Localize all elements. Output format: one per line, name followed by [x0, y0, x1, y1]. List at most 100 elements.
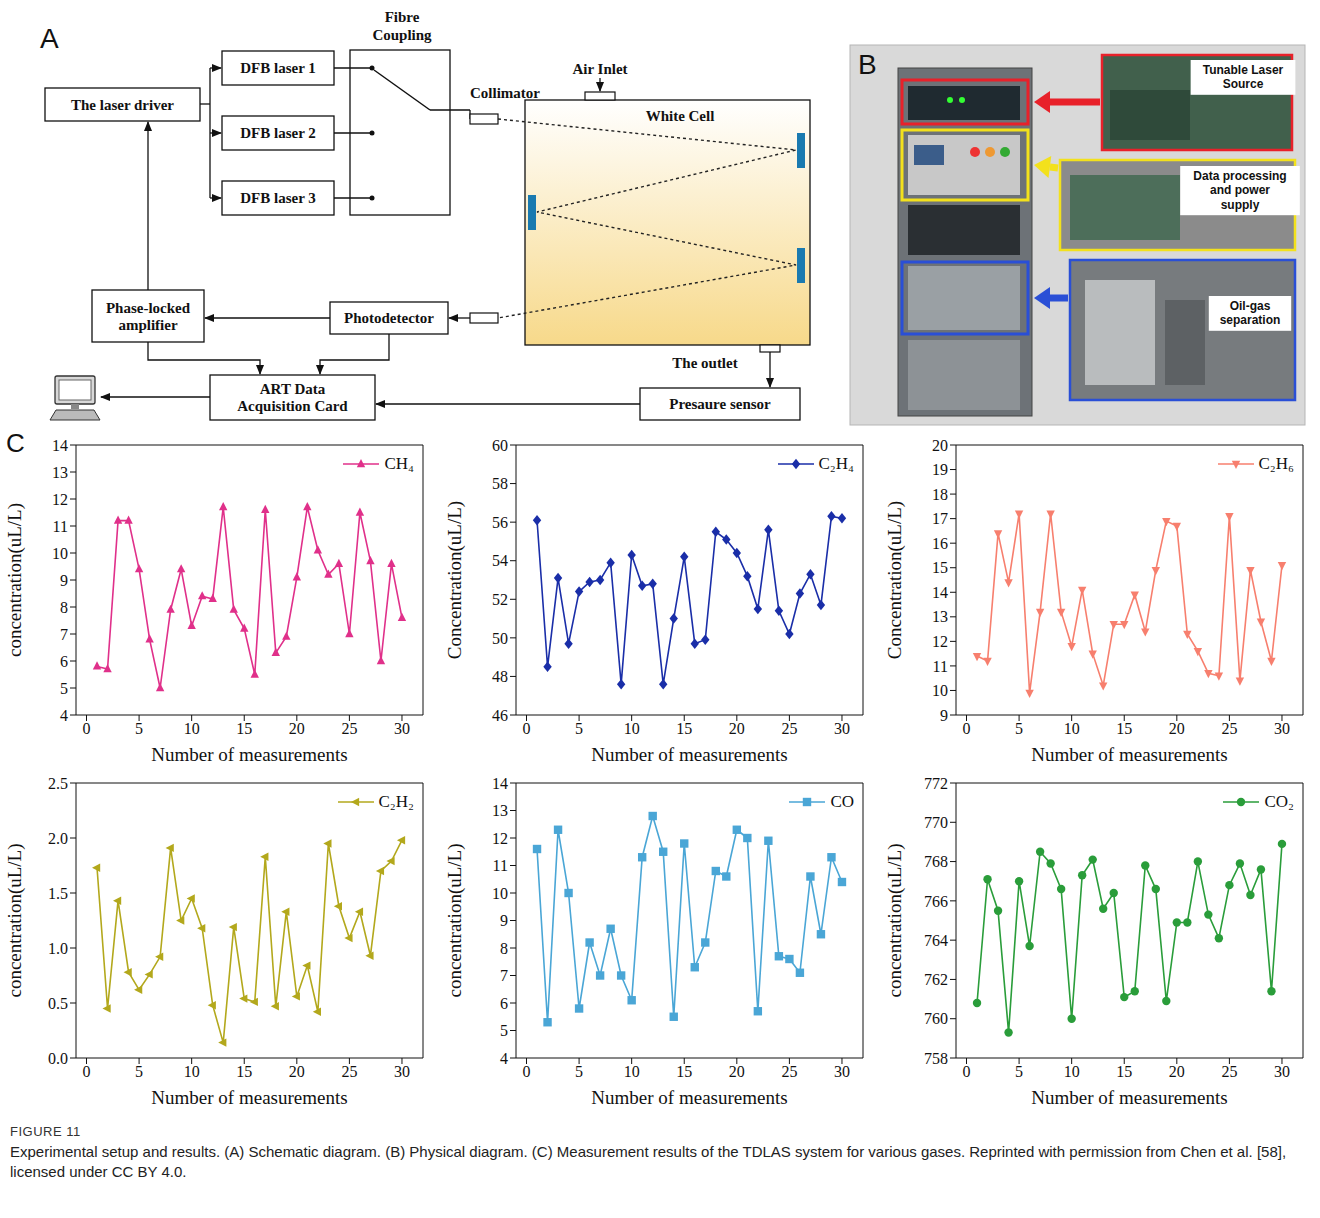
svg-text:0.0: 0.0	[48, 1050, 68, 1067]
svg-text:12: 12	[52, 491, 68, 508]
svg-text:Number of measurements: Number of measurements	[1031, 1087, 1227, 1108]
svg-text:11: 11	[493, 857, 508, 874]
svg-text:6: 6	[60, 653, 68, 670]
svg-text:19: 19	[932, 461, 948, 478]
svg-text:5: 5	[500, 1022, 508, 1039]
svg-text:DFB laser 1: DFB laser 1	[240, 60, 316, 76]
svg-text:15: 15	[236, 720, 252, 737]
svg-text:4: 4	[500, 1050, 508, 1067]
svg-text:16: 16	[932, 535, 948, 552]
svg-text:A: A	[40, 23, 59, 54]
svg-text:0: 0	[963, 720, 971, 737]
svg-text:772: 772	[924, 775, 948, 792]
svg-text:14: 14	[492, 775, 508, 792]
svg-text:concentration(uL/L): concentration(uL/L)	[4, 503, 26, 657]
svg-text:10: 10	[184, 1063, 200, 1080]
svg-text:48: 48	[492, 668, 508, 685]
svg-text:13: 13	[932, 608, 948, 625]
svg-text:5: 5	[575, 720, 583, 737]
svg-text:20: 20	[729, 720, 745, 737]
svg-text:764: 764	[924, 932, 948, 949]
svg-text:15: 15	[676, 1063, 692, 1080]
svg-text:2.0: 2.0	[48, 830, 68, 847]
svg-text:2.5: 2.5	[48, 775, 68, 792]
svg-text:Phase-lockedamplifier: Phase-lockedamplifier	[106, 300, 191, 333]
svg-text:30: 30	[1274, 720, 1290, 737]
svg-text:Air Inlet: Air Inlet	[572, 61, 627, 77]
svg-text:5: 5	[135, 720, 143, 737]
svg-text:52: 52	[492, 591, 508, 608]
svg-text:concentration(uL/L): concentration(uL/L)	[4, 843, 26, 997]
svg-text:The laser driver: The laser driver	[71, 97, 174, 113]
svg-text:10: 10	[624, 720, 640, 737]
svg-text:56: 56	[492, 514, 508, 531]
svg-text:54: 54	[492, 552, 508, 569]
svg-text:25: 25	[341, 720, 357, 737]
svg-text:15: 15	[932, 559, 948, 576]
svg-text:25: 25	[341, 1063, 357, 1080]
svg-text:0: 0	[523, 720, 531, 737]
svg-text:7: 7	[60, 626, 68, 643]
svg-text:FibreCoupling: FibreCoupling	[372, 9, 432, 43]
svg-text:Number of measurements: Number of measurements	[151, 744, 347, 765]
svg-text:25: 25	[1221, 1063, 1237, 1080]
svg-text:17: 17	[932, 510, 948, 527]
svg-text:30: 30	[834, 720, 850, 737]
svg-text:5: 5	[135, 1063, 143, 1080]
svg-text:Collimator: Collimator	[470, 85, 540, 101]
svg-text:20: 20	[289, 1063, 305, 1080]
svg-text:766: 766	[924, 893, 948, 910]
svg-text:Tunable LaserSource: Tunable LaserSource	[1203, 63, 1284, 91]
svg-text:Number of measurements: Number of measurements	[151, 1087, 347, 1108]
svg-text:Number of measurements: Number of measurements	[1031, 744, 1227, 765]
svg-text:30: 30	[1274, 1063, 1290, 1080]
svg-text:5: 5	[1015, 720, 1023, 737]
svg-text:768: 768	[924, 853, 948, 870]
svg-text:12: 12	[932, 633, 948, 650]
svg-text:8: 8	[500, 940, 508, 957]
svg-text:5: 5	[575, 1063, 583, 1080]
svg-text:Concentration(uL/L): Concentration(uL/L)	[884, 501, 906, 659]
svg-text:concentration(uL/L): concentration(uL/L)	[884, 843, 906, 997]
svg-text:18: 18	[932, 486, 948, 503]
svg-text:50: 50	[492, 630, 508, 647]
svg-text:60: 60	[492, 437, 508, 454]
svg-text:13: 13	[492, 802, 508, 819]
svg-text:15: 15	[1116, 1063, 1132, 1080]
svg-text:20: 20	[729, 1063, 745, 1080]
svg-text:Oil-gasseparation: Oil-gasseparation	[1220, 299, 1281, 327]
svg-text:12: 12	[492, 830, 508, 847]
svg-text:15: 15	[676, 720, 692, 737]
svg-text:7: 7	[500, 967, 508, 984]
svg-text:25: 25	[1221, 720, 1237, 737]
svg-text:58: 58	[492, 475, 508, 492]
svg-text:15: 15	[1116, 720, 1132, 737]
svg-text:0.5: 0.5	[48, 995, 68, 1012]
svg-text:Data processingand powersupply: Data processingand powersupply	[1193, 169, 1286, 212]
svg-text:5: 5	[60, 680, 68, 697]
svg-text:30: 30	[394, 1063, 410, 1080]
svg-text:758: 758	[924, 1050, 948, 1067]
svg-text:30: 30	[834, 1063, 850, 1080]
svg-text:760: 760	[924, 1010, 948, 1027]
svg-text:10: 10	[492, 885, 508, 902]
svg-text:13: 13	[52, 464, 68, 481]
svg-text:20: 20	[1169, 1063, 1185, 1080]
svg-text:9: 9	[500, 912, 508, 929]
svg-text:8: 8	[60, 599, 68, 616]
svg-text:762: 762	[924, 971, 948, 988]
svg-text:14: 14	[52, 437, 68, 454]
svg-text:1.5: 1.5	[48, 885, 68, 902]
svg-text:White Cell: White Cell	[646, 108, 715, 124]
svg-text:Photodetector: Photodetector	[344, 310, 434, 326]
svg-text:20: 20	[289, 720, 305, 737]
svg-text:10: 10	[1064, 1063, 1080, 1080]
svg-text:4: 4	[60, 707, 68, 724]
svg-text:5: 5	[1015, 1063, 1023, 1080]
svg-text:0: 0	[963, 1063, 971, 1080]
svg-text:The outlet: The outlet	[672, 355, 737, 371]
svg-text:Number of measurements: Number of measurements	[591, 744, 787, 765]
svg-text:10: 10	[1064, 720, 1080, 737]
svg-text:10: 10	[624, 1063, 640, 1080]
svg-text:B: B	[858, 49, 877, 80]
